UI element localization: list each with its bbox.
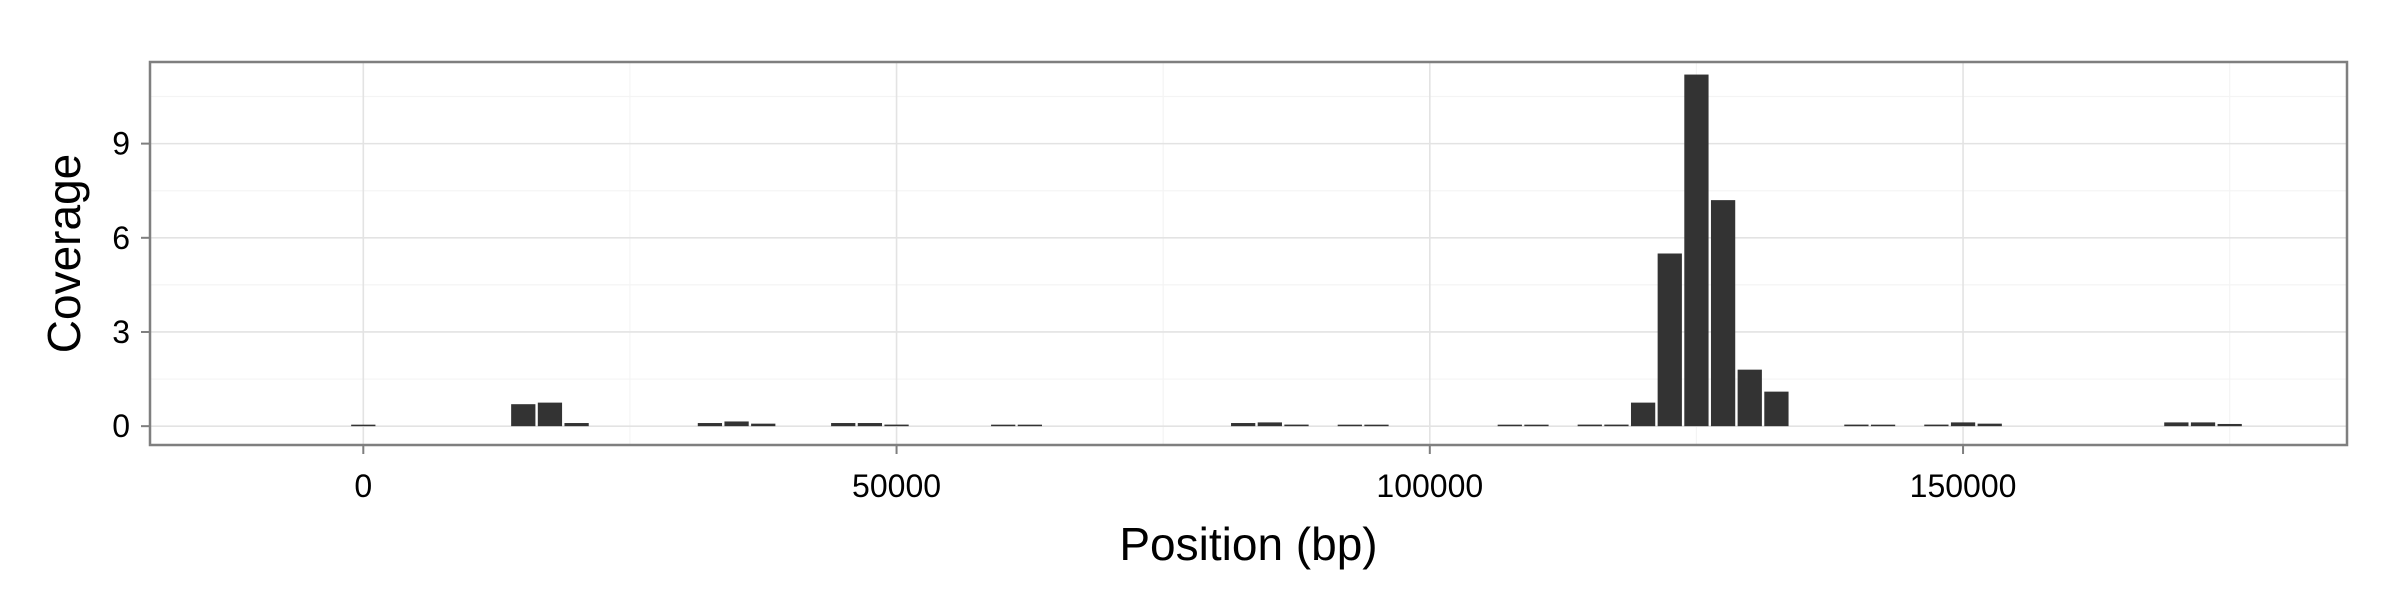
axis-ticks-layer: [141, 142, 1965, 454]
coverage-bar: [991, 424, 1016, 427]
coverage-bar: [2217, 423, 2242, 427]
coverage-bar: [1737, 369, 1762, 427]
coverage-bar: [1630, 402, 1656, 427]
y-axis-title: Coverage: [38, 154, 90, 353]
coverage-bar: [831, 423, 856, 427]
y-tick-label: 0: [112, 408, 130, 444]
coverage-bar: [1844, 424, 1869, 427]
coverage-bar: [1657, 253, 1682, 427]
coverage-bar: [1257, 422, 1282, 427]
coverage-bar: [1950, 422, 1976, 427]
coverage-bar: [537, 402, 563, 427]
coverage-bar: [2190, 422, 2216, 427]
coverage-bar: [1524, 424, 1549, 427]
plot-panel-border: [148, 60, 2349, 447]
coverage-bar: [1710, 200, 1736, 427]
coverage-bar: [697, 423, 723, 427]
x-tick-label: 0: [354, 468, 372, 504]
coverage-bar: [511, 404, 536, 427]
coverage-bar: [1284, 424, 1309, 427]
coverage-bar: [351, 424, 376, 427]
coverage-bar: [751, 423, 776, 427]
coverage-bar: [1364, 424, 1389, 427]
coverage-bar: [884, 424, 909, 427]
coverage-bar: [1604, 424, 1629, 427]
x-axis-title: Position (bp): [1119, 518, 1377, 570]
bar-layer: [351, 74, 2242, 427]
coverage-bar: [724, 421, 749, 427]
coverage-bar: [1764, 391, 1789, 427]
coverage-bar: [1497, 424, 1522, 427]
y-tick-label: 6: [112, 220, 130, 256]
coverage-bar: [1577, 424, 1602, 427]
coverage-bar: [564, 423, 589, 427]
grid-layer: [150, 62, 2347, 445]
coverage-bar: [857, 423, 883, 427]
x-tick-label: 50000: [852, 468, 941, 504]
coverage-bar: [1684, 74, 1709, 427]
y-tick-label: 3: [112, 314, 130, 350]
x-tick-label: 150000: [1910, 468, 2017, 504]
x-tick-label: 100000: [1376, 468, 1483, 504]
coverage-bar: [1870, 424, 1896, 427]
y-tick-label: 9: [112, 126, 130, 162]
tick-labels-layer: 0 50000 100000 150000 0 3 6 9: [112, 126, 2016, 504]
coverage-bar: [1977, 423, 2002, 427]
coverage-bar: [1924, 424, 1949, 427]
coverage-bar: [2164, 422, 2189, 427]
coverage-bar: [1337, 424, 1362, 427]
coverage-bar: [1231, 423, 1256, 427]
coverage-bar: [1017, 424, 1042, 427]
